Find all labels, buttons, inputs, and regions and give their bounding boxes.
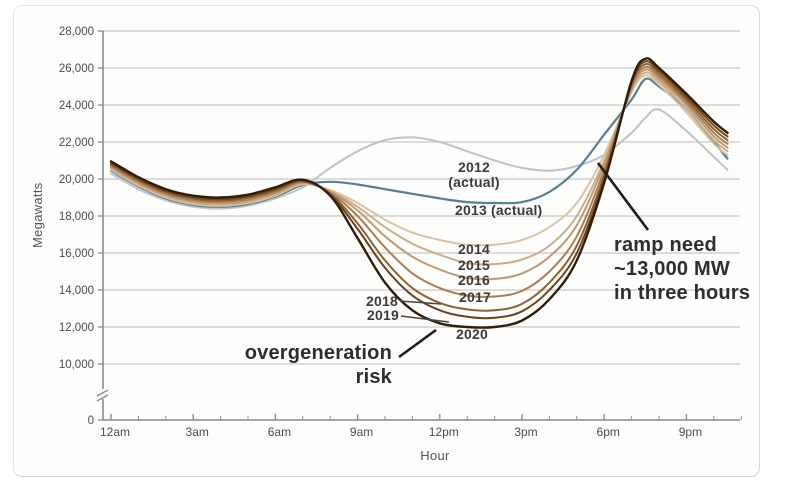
series-line-2016 [110, 68, 729, 281]
series-label-2020: 2020 [456, 326, 488, 342]
y-tick-label-12000: 12,000 [59, 322, 94, 334]
annotation-ramp-line1: ramp need [614, 234, 717, 256]
axis-break-gap [99, 389, 107, 399]
series-label-2018: 2018 [366, 293, 398, 309]
annotation-ramp-need: ramp need ~13,000 MW in three hours [614, 233, 750, 305]
series-line-2018 [110, 62, 729, 312]
y-tick-label-22000: 22,000 [59, 137, 94, 149]
x-tick-label-12am: 12am [100, 425, 130, 439]
x-tick-label-9pm: 9pm [679, 425, 702, 439]
series-lines [109, 57, 729, 329]
gridlines [103, 30, 740, 365]
y-tick-label-20000: 20,000 [59, 174, 94, 186]
x-tick-label-3am: 3am [186, 425, 209, 439]
y-axis-title: Megawatts [30, 182, 45, 248]
axis-break-slash-1 [96, 389, 109, 397]
axis-break-slash-2 [96, 394, 109, 402]
pointer-line-overgeneration [398, 328, 437, 359]
y-tick-label-0: 0 [88, 415, 94, 427]
annotation-overgeneration-risk: overgeneration risk [240, 341, 392, 389]
y-tick-label-26000: 26,000 [59, 63, 94, 75]
x-tick-label-3pm: 3pm [514, 425, 537, 439]
annotation-overgeneration-line2: risk [355, 366, 392, 388]
series-line-2019 [110, 60, 729, 320]
series-label-2012-line2: (actual) [448, 174, 500, 190]
y-tick-label-10000: 10,000 [59, 359, 94, 371]
pointer-line-2018 [399, 300, 442, 305]
annotation-pointer-lines [398, 162, 650, 359]
x-tick-label-9am: 9am [350, 425, 373, 439]
series-line-2020 [109, 57, 729, 329]
series-label-2019: 2019 [367, 307, 399, 323]
series-line-2012-actual- [110, 108, 729, 210]
series-label-2012: 2012 (actual) [439, 160, 509, 190]
series-line-2017 [110, 65, 729, 298]
x-tick-label-12pm: 12pm [429, 425, 459, 439]
series-label-2012-line1: 2012 [458, 159, 490, 175]
annotation-ramp-line2: ~13,000 MW [614, 258, 730, 280]
annotation-ramp-line3: in three hours [614, 282, 751, 304]
x-tick-label-6pm: 6pm [597, 425, 620, 439]
series-label-2015: 2015 [458, 257, 490, 273]
series-line-2014 [110, 74, 729, 247]
axis-tick-labels: 28,000 26,000 24,000 22,000 20,000 18,000 16,0… [59, 26, 702, 439]
series-label-2013: 2013 (actual) [455, 202, 543, 218]
pointer-line-2019 [400, 315, 450, 323]
series-line-2013-actual- [109, 77, 729, 208]
pointer-line-ramp-need [596, 162, 650, 231]
x-axis-title: Hour [420, 448, 450, 463]
y-tick-label-24000: 24,000 [59, 100, 94, 112]
series-label-2017: 2017 [459, 289, 491, 305]
series-label-2014: 2014 [458, 241, 490, 257]
annotation-overgeneration-line1: overgeneration [244, 342, 392, 364]
y-tick-label-16000: 16,000 [59, 248, 94, 260]
axes [96, 30, 742, 421]
y-tick-label-28000: 28,000 [59, 26, 94, 38]
x-tick-label-6am: 6am [268, 425, 291, 439]
series-label-2016: 2016 [458, 272, 490, 288]
y-tick-label-14000: 14,000 [59, 285, 94, 297]
y-tick-label-18000: 18,000 [59, 211, 94, 223]
series-line-2015 [110, 71, 729, 266]
